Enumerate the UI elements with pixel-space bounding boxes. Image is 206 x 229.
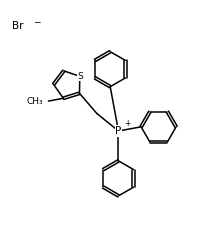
- Text: Br: Br: [12, 21, 24, 31]
- Text: P: P: [115, 126, 122, 136]
- Text: −: −: [33, 17, 40, 26]
- Text: S: S: [77, 72, 83, 81]
- Text: +: +: [124, 119, 130, 128]
- Text: CH₃: CH₃: [27, 97, 43, 106]
